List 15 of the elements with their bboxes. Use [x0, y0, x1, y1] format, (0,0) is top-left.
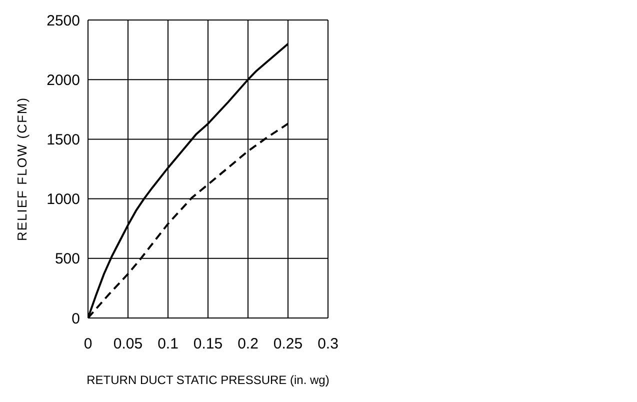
y-tick-label: 2500 [46, 12, 80, 30]
x-tick-label: 0.05 [113, 336, 143, 353]
x-tick-label: 0.25 [273, 336, 303, 353]
y-axis-title: RELIEF FLOW (CFM) [14, 96, 30, 242]
x-tick-label: 0.3 [318, 336, 338, 353]
y-tick-label: 1500 [46, 132, 80, 149]
x-tick-label: 0.2 [238, 336, 258, 353]
x-tick-label: 0.1 [158, 336, 178, 353]
y-tick-label: 1000 [46, 191, 80, 208]
x-tick-label: 0 [84, 336, 92, 353]
x-tick-label: 0.15 [193, 336, 223, 353]
y-tick-label: 0 [72, 310, 80, 328]
y-tick-label: 2000 [46, 72, 80, 89]
x-axis-title: RETURN DUCT STATIC PRESSURE (in. wg) [86, 373, 330, 387]
y-tick-label: 500 [54, 250, 80, 268]
